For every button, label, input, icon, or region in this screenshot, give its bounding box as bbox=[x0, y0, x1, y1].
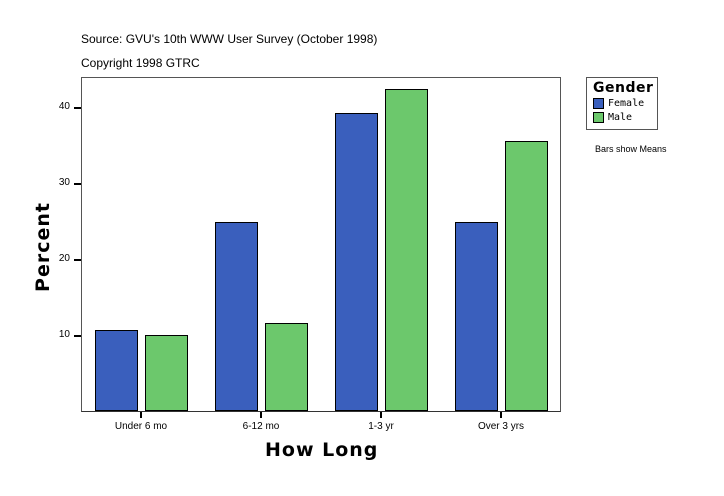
legend: Gender Female Male bbox=[586, 77, 658, 130]
x-tick-label: 6-12 mo bbox=[242, 421, 280, 432]
y-tick-label: 30 bbox=[58, 177, 70, 188]
legend-label: Male bbox=[608, 112, 633, 123]
bar-male bbox=[145, 335, 188, 411]
plot-area bbox=[81, 77, 561, 412]
means-note: Bars show Means bbox=[595, 144, 667, 154]
bar-female bbox=[95, 330, 138, 411]
x-tick bbox=[500, 412, 502, 418]
bar-male bbox=[505, 141, 548, 411]
y-tick-label: 10 bbox=[58, 329, 70, 340]
female-swatch-icon bbox=[593, 98, 604, 109]
bar-male bbox=[265, 323, 308, 411]
legend-item-male: Male bbox=[593, 112, 632, 123]
legend-title: Gender bbox=[593, 80, 654, 96]
x-tick-label: Under 6 mo bbox=[114, 421, 168, 432]
legend-label: Female bbox=[608, 98, 645, 109]
x-tick bbox=[140, 412, 142, 418]
y-axis-title: Percent bbox=[32, 202, 54, 292]
copyright-caption: Copyright 1998 GTRC bbox=[81, 56, 200, 70]
bar-female bbox=[455, 222, 498, 411]
y-tick-label: 40 bbox=[58, 101, 70, 112]
legend-item-female: Female bbox=[593, 98, 644, 109]
x-tick-label: Over 3 yrs bbox=[477, 421, 525, 432]
x-axis-title: How Long bbox=[265, 439, 379, 461]
y-tick bbox=[74, 183, 81, 185]
x-tick bbox=[380, 412, 382, 418]
y-tick bbox=[74, 335, 81, 337]
y-tick-label: 20 bbox=[58, 253, 70, 264]
x-tick-label: 1-3 yr bbox=[368, 421, 394, 432]
source-caption: Source: GVU's 10th WWW User Survey (Octo… bbox=[81, 32, 378, 46]
y-tick bbox=[74, 259, 81, 261]
bar-female bbox=[335, 113, 378, 411]
bar-male bbox=[385, 89, 428, 411]
bar-female bbox=[215, 222, 258, 411]
y-tick bbox=[74, 107, 81, 109]
male-swatch-icon bbox=[593, 112, 604, 123]
x-tick bbox=[260, 412, 262, 418]
